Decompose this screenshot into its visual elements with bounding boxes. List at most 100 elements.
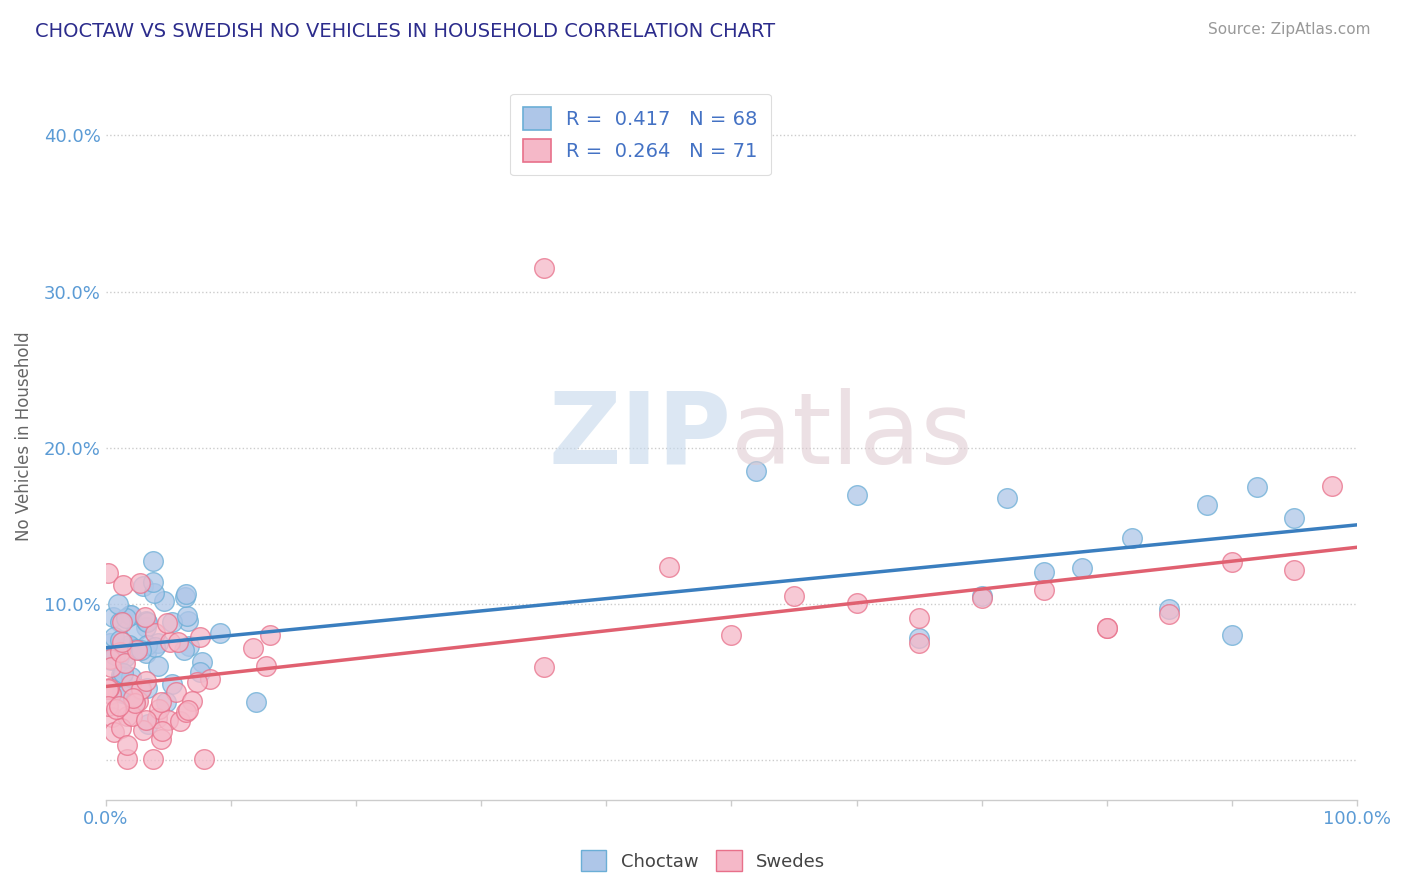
Point	[148, 702, 170, 716]
Point	[146, 659, 169, 673]
Point	[122, 691, 145, 706]
Point	[242, 640, 264, 655]
Point	[1159, 607, 1181, 621]
Point	[720, 628, 742, 642]
Point	[970, 591, 993, 605]
Point	[1284, 511, 1306, 525]
Point	[125, 643, 148, 657]
Point	[745, 464, 768, 478]
Point	[176, 615, 198, 629]
Point	[173, 643, 195, 657]
Point	[143, 586, 166, 600]
Point	[783, 589, 806, 603]
Point	[970, 589, 993, 603]
Point	[150, 731, 173, 746]
Point	[180, 694, 202, 708]
Point	[101, 709, 124, 723]
Point	[176, 609, 198, 624]
Point	[129, 643, 152, 657]
Point	[186, 674, 208, 689]
Point	[100, 687, 122, 701]
Point	[108, 644, 131, 658]
Point	[908, 631, 931, 645]
Point	[169, 714, 191, 729]
Point	[193, 752, 215, 766]
Point	[125, 624, 148, 638]
Point	[1284, 563, 1306, 577]
Point	[1033, 583, 1056, 598]
Point	[1070, 560, 1092, 574]
Point	[191, 655, 214, 669]
Point	[1220, 555, 1243, 569]
Point	[117, 752, 139, 766]
Point	[114, 649, 136, 664]
Point	[103, 630, 125, 644]
Point	[845, 596, 868, 610]
Point	[1095, 621, 1118, 635]
Point	[1159, 602, 1181, 616]
Point	[135, 646, 157, 660]
Point	[110, 668, 132, 682]
Point	[128, 576, 150, 591]
Point	[103, 610, 125, 624]
Point	[174, 587, 197, 601]
Point	[121, 709, 143, 723]
Point	[152, 594, 174, 608]
Point	[124, 696, 146, 710]
Point	[115, 708, 138, 723]
Point	[142, 553, 165, 567]
Point	[533, 261, 555, 276]
Point	[142, 752, 165, 766]
Text: Source: ZipAtlas.com: Source: ZipAtlas.com	[1208, 22, 1371, 37]
Point	[125, 642, 148, 657]
Point	[533, 660, 555, 674]
Point	[148, 636, 170, 650]
Legend: Choctaw, Swedes: Choctaw, Swedes	[574, 843, 832, 879]
Point	[120, 670, 142, 684]
Text: ZIP: ZIP	[548, 388, 731, 484]
Y-axis label: No Vehicles in Household: No Vehicles in Household	[15, 332, 32, 541]
Point	[908, 610, 931, 624]
Point	[156, 616, 179, 631]
Point	[1033, 566, 1056, 580]
Point	[124, 694, 146, 708]
Point	[117, 739, 139, 753]
Point	[100, 660, 122, 674]
Point	[135, 639, 157, 653]
Point	[165, 685, 187, 699]
Point	[149, 695, 172, 709]
Point	[129, 681, 152, 696]
Point	[131, 579, 153, 593]
Point	[120, 677, 142, 691]
Point	[120, 640, 142, 655]
Point	[98, 652, 121, 666]
Point	[135, 620, 157, 634]
Point	[135, 614, 157, 628]
Point	[110, 633, 132, 648]
Point	[110, 721, 132, 735]
Point	[845, 488, 868, 502]
Point	[127, 694, 149, 708]
Point	[136, 717, 159, 731]
Point	[97, 698, 120, 713]
Point	[1121, 531, 1143, 545]
Point	[111, 635, 134, 649]
Point	[112, 666, 135, 681]
Point	[159, 634, 181, 648]
Point	[107, 597, 129, 611]
Point	[118, 638, 141, 652]
Point	[1095, 621, 1118, 635]
Point	[177, 703, 200, 717]
Text: CHOCTAW VS SWEDISH NO VEHICLES IN HOUSEHOLD CORRELATION CHART: CHOCTAW VS SWEDISH NO VEHICLES IN HOUSEH…	[35, 22, 775, 41]
Point	[104, 648, 127, 662]
Point	[188, 665, 211, 680]
Point	[145, 640, 167, 654]
Point	[1220, 628, 1243, 642]
Point	[160, 676, 183, 690]
Point	[97, 681, 120, 695]
Point	[136, 615, 159, 629]
Point	[143, 625, 166, 640]
Point	[254, 658, 277, 673]
Point	[1246, 480, 1268, 494]
Point	[111, 686, 134, 700]
